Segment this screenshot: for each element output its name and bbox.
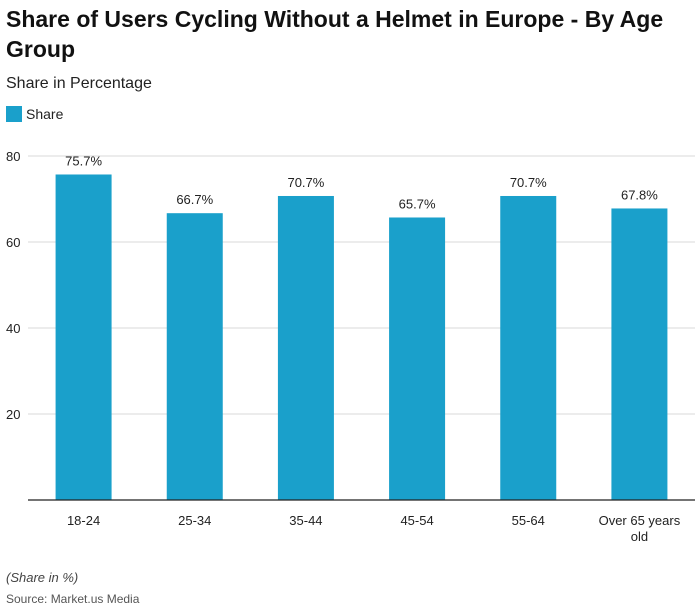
bar (500, 195, 557, 501)
x-tick-label: 18-24 (67, 513, 100, 528)
bar (277, 195, 334, 501)
bar (611, 208, 668, 500)
x-tick-label: 35-44 (289, 513, 322, 528)
data-label: 70.7% (287, 175, 324, 190)
footnote: (Share in %) (6, 570, 79, 585)
y-tick-label: 20 (6, 407, 20, 422)
chart-title: Share of Users Cycling Without a Helmet … (6, 6, 664, 62)
bar (55, 174, 112, 501)
x-tick-label: Over 65 years (599, 513, 681, 528)
y-tick-label: 40 (6, 321, 20, 336)
data-label: 67.8% (621, 187, 658, 202)
source-note: Source: Market.us Media (6, 592, 140, 606)
x-tick-label: old (631, 529, 648, 544)
y-tick-label: 80 (6, 149, 20, 164)
data-label: 70.7% (510, 175, 547, 190)
bar-chart: 20 40 60 80 75.7% 18-24 66.7% 25-34 70.7% 35-44 65… (6, 149, 695, 544)
x-tick-label: 55-64 (512, 513, 545, 528)
data-label: 65.7% (399, 196, 436, 211)
legend-swatch (6, 106, 22, 122)
data-label: 66.7% (176, 192, 213, 207)
bar (166, 213, 223, 500)
x-tick-label: 25-34 (178, 513, 211, 528)
bar (389, 217, 446, 501)
data-label: 75.7% (65, 153, 102, 168)
y-tick-label: 60 (6, 235, 20, 250)
legend-label: Share (26, 106, 64, 122)
legend: Share (6, 106, 63, 122)
chart-subtitle: Share in Percentage (6, 75, 152, 92)
x-tick-label: 45-54 (400, 513, 433, 528)
